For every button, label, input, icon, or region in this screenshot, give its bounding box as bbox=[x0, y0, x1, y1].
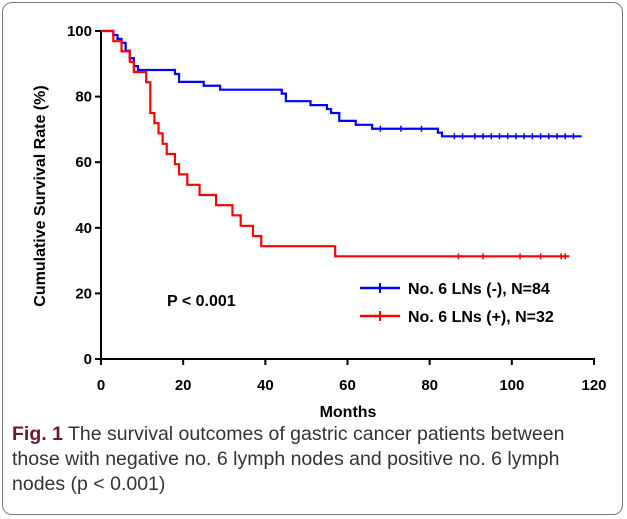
legend-label-1: No. 6 LNs (-), N=84 bbox=[408, 281, 550, 298]
y-tick-label: 60 bbox=[75, 154, 92, 171]
x-tick-label: 100 bbox=[499, 377, 524, 394]
series-line-2 bbox=[101, 29, 570, 258]
p-value-annotation: P < 0.001 bbox=[167, 293, 236, 310]
x-tick-label: 20 bbox=[175, 377, 192, 394]
y-tick-label: 0 bbox=[84, 351, 92, 368]
x-tick-label: 120 bbox=[581, 377, 606, 394]
y-tick-label: 40 bbox=[75, 220, 92, 237]
x-tick-label: 0 bbox=[97, 377, 105, 394]
y-axis-label: Cumulative Survival Rate (%) bbox=[32, 85, 49, 306]
figure-caption: Fig. 1 The survival outcomes of gastric … bbox=[12, 422, 616, 497]
caption-text: The survival outcomes of gastric cancer … bbox=[12, 423, 565, 495]
series-layer bbox=[101, 29, 582, 260]
x-tick-label: 60 bbox=[339, 377, 356, 394]
legend: No. 6 LNs (-), N=84 No. 6 LNs (+), N=32 bbox=[360, 281, 554, 326]
survival-chart: 0 20 40 60 80 100 120 0 20 40 60 80 100 Months Cumul… bbox=[32, 23, 607, 420]
axes: 0 20 40 60 80 100 120 0 20 40 60 80 100 bbox=[67, 23, 607, 394]
series-line-1 bbox=[101, 29, 582, 138]
caption-label: Fig. 1 bbox=[12, 423, 63, 445]
x-axis-label: Months bbox=[320, 404, 377, 420]
legend-label-2: No. 6 LNs (+), N=32 bbox=[408, 309, 554, 326]
x-tick-label: 80 bbox=[421, 377, 438, 394]
y-tick-label: 80 bbox=[75, 89, 92, 106]
y-tick-label: 100 bbox=[67, 23, 92, 40]
x-tick-label: 40 bbox=[257, 377, 274, 394]
y-tick-label: 20 bbox=[75, 285, 92, 302]
